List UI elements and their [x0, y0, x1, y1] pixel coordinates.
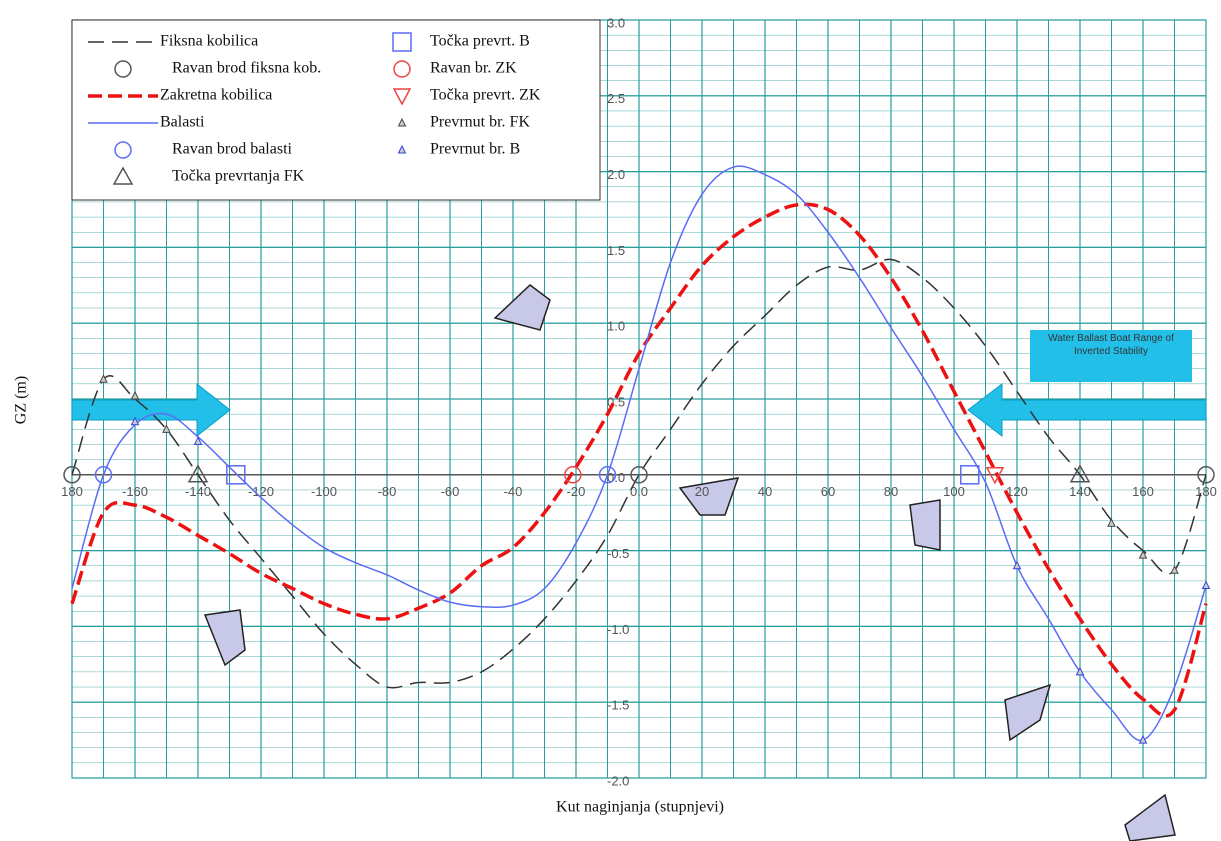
y-tick-label: 1.0	[607, 319, 625, 334]
marker	[1069, 464, 1091, 483]
x-tick-label: 140	[1069, 484, 1091, 499]
y-tick-label: 1.5	[607, 243, 625, 258]
marker	[130, 390, 140, 400]
y-tick-label: 2.5	[607, 91, 625, 106]
range-arrow	[71, 382, 231, 438]
legend-label: Zakretna kobilica	[160, 87, 272, 104]
marker	[1170, 565, 1179, 574]
marker	[63, 466, 81, 484]
y-tick-label: -2.0	[607, 773, 629, 788]
y-tick-label: 3.0	[607, 15, 625, 30]
marker	[598, 466, 617, 484]
marker	[960, 465, 980, 485]
annotation-text: Water Ballast Boat Range of Inverted Sta…	[1048, 333, 1174, 357]
legend-swatch	[392, 32, 412, 52]
y-tick-label: -0.5	[607, 546, 629, 561]
decorations	[71, 284, 1207, 841]
x-tick-label: -100	[311, 484, 337, 499]
legend-label: Ravan brod fiksna kob.	[172, 60, 321, 77]
y-tick-label: 2.0	[607, 167, 625, 182]
boat-icon	[909, 499, 941, 551]
x-tick-label: -40	[504, 484, 523, 499]
legend-swatch	[114, 141, 132, 159]
boat-icon	[678, 477, 740, 516]
x-tick-label: 60	[821, 484, 835, 499]
x-tick-label: 40	[758, 484, 772, 499]
marker	[94, 466, 113, 484]
legend-swatch	[114, 60, 132, 78]
marker	[564, 466, 582, 484]
marker	[130, 416, 140, 426]
marker	[1197, 466, 1215, 484]
boat-icon	[1124, 793, 1176, 841]
annotation-wrap: Water Ballast Boat Range of Inverted Sta…	[1048, 333, 1174, 357]
marker	[187, 464, 209, 483]
x-axis-title: Kut naginjanja (stupnjevi)	[556, 799, 724, 816]
x-tick-label: -160	[122, 484, 148, 499]
marker	[985, 467, 1005, 485]
legend-label: Točka prevrtanja FK	[172, 168, 305, 185]
x-tick-label: 180	[61, 484, 83, 499]
marker	[1075, 666, 1085, 676]
y-axis-title: GZ (m)	[13, 376, 30, 424]
range-arrow	[967, 382, 1207, 438]
legend-swatch	[393, 60, 411, 78]
marker	[226, 465, 246, 485]
marker	[1138, 550, 1148, 559]
legend-swatch	[397, 144, 407, 154]
x-tick-label: 180	[1195, 484, 1217, 499]
series-line	[71, 258, 1207, 689]
legend-label: Točka prevrt. ZK	[430, 87, 541, 104]
legend-swatch	[392, 88, 412, 106]
legend-label: Ravan br. ZK	[430, 60, 517, 77]
legend-label: Ravan brod balasti	[172, 141, 293, 158]
legend-swatch	[112, 166, 134, 185]
marker	[99, 374, 108, 383]
marker	[1201, 580, 1211, 589]
marker	[1012, 560, 1022, 570]
boat-icon	[203, 609, 246, 667]
marker	[193, 436, 203, 445]
x-tick-label: -140	[185, 484, 211, 499]
annotation-box	[1030, 330, 1192, 382]
x-tick-label: 100	[943, 484, 965, 499]
legend: Fiksna kobilica Ravan brod fiksna kob. Zak…	[88, 32, 541, 185]
x-tick-label: 80	[884, 484, 898, 499]
y-tick-label: -1.0	[607, 622, 629, 637]
marker	[1107, 518, 1116, 527]
x-tick-label: 160	[1132, 484, 1154, 499]
legend-label: Balasti	[160, 114, 205, 131]
marker	[1138, 734, 1148, 744]
x-tick-label: -20	[567, 484, 586, 499]
y-tick-label: -1.5	[607, 698, 629, 713]
legend-label: Fiksna kobilica	[160, 33, 258, 50]
legend-swatch	[397, 117, 407, 127]
series-layer: 180 -160 -140 -120 -100 -80 -60 -40 -20 0.0 20 40 60…	[61, 15, 1217, 788]
x-tick-label: 120	[1006, 484, 1028, 499]
boat-icon	[1004, 683, 1052, 742]
x-tick-label: 0.0	[630, 484, 648, 499]
boat-icon	[493, 284, 551, 331]
x-tick-label: 20	[695, 484, 709, 499]
legend-label: Prevrnut br. B	[430, 141, 520, 158]
x-tick-label: -120	[248, 484, 274, 499]
x-tick-label: -60	[441, 484, 460, 499]
marker	[630, 466, 648, 484]
legend-label: Prevrnut br. FK	[430, 114, 530, 131]
legend-label: Točka prevrt. B	[430, 33, 530, 50]
x-tick-label: -80	[378, 484, 397, 499]
marker	[162, 424, 171, 433]
legend-box	[71, 19, 601, 201]
